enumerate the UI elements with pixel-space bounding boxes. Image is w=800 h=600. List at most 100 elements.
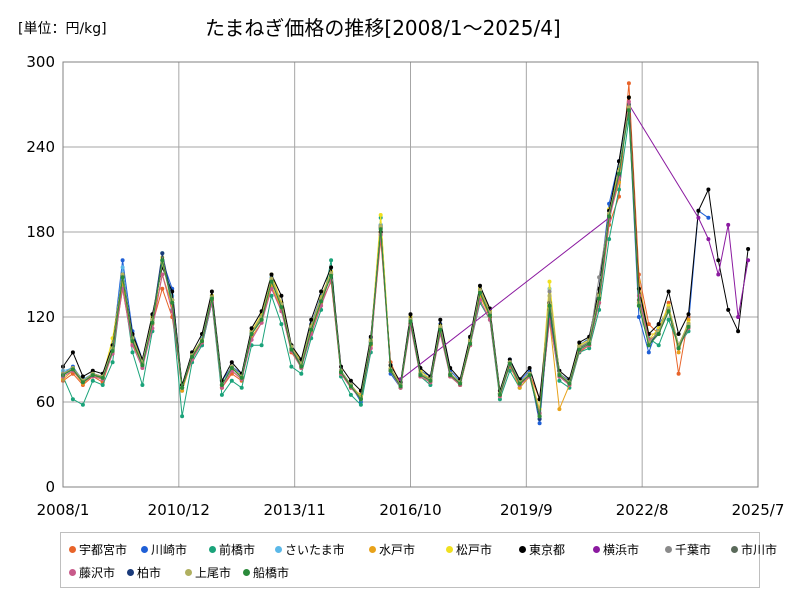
data-point: [269, 279, 274, 284]
legend-label: 柏市: [137, 566, 162, 580]
legend-item: 千葉市: [665, 541, 711, 558]
legend-marker: [209, 546, 216, 553]
data-point: [319, 299, 324, 304]
data-point: [269, 286, 274, 291]
data-point: [468, 341, 473, 346]
data-point: [398, 384, 403, 389]
legend-item: 川崎市: [141, 541, 187, 558]
data-point: [676, 350, 681, 355]
legend-label: 宇都宮市: [79, 543, 128, 557]
y-tick-label: 0: [45, 478, 55, 496]
line-chart: 0 60 120 180 240 300 2008/1 2010/12 2013/11 2016…: [26, 53, 785, 519]
data-point: [180, 385, 185, 390]
data-point: [666, 309, 671, 314]
data-point: [716, 272, 721, 277]
data-point: [378, 227, 383, 232]
series-line: [62, 118, 689, 417]
data-point: [239, 375, 244, 380]
data-point: [587, 346, 592, 351]
legend-item: 水戸市: [369, 541, 415, 558]
x-tick-label: 2019/9: [500, 501, 553, 519]
data-point: [279, 305, 284, 310]
series-9: [61, 105, 691, 416]
data-point: [438, 324, 443, 329]
legend-marker: [446, 546, 453, 553]
legend-label: 水戸市: [379, 543, 416, 557]
data-point: [259, 343, 264, 348]
data-point: [686, 322, 691, 327]
legend-item: 宇都宮市: [69, 541, 127, 558]
data-point: [478, 283, 482, 288]
data-point: [448, 373, 453, 378]
data-point: [686, 312, 691, 317]
data-point: [299, 364, 304, 369]
data-point: [626, 99, 631, 104]
series-line: [62, 107, 689, 417]
data-point: [289, 364, 294, 369]
data-point: [358, 402, 363, 407]
legend-marker: [69, 569, 76, 576]
data-point: [229, 366, 234, 370]
data-point: [547, 303, 552, 308]
data-point: [309, 327, 314, 332]
data-point: [497, 397, 502, 402]
data-point: [428, 378, 433, 383]
data-point: [80, 380, 85, 385]
legend-item: 船橋市: [243, 564, 289, 581]
data-point: [348, 378, 353, 383]
legend-item: 市川市: [731, 541, 777, 558]
legend-item: 横浜市: [593, 541, 639, 558]
data-point: [686, 317, 691, 322]
data-point: [329, 258, 334, 263]
data-point: [70, 350, 75, 355]
data-point: [170, 300, 175, 305]
data-point: [249, 332, 254, 336]
series-line: [62, 107, 689, 414]
data-point: [537, 414, 542, 419]
series-line: [62, 83, 689, 400]
data-point: [388, 368, 393, 373]
legend-label: 市川市: [741, 543, 778, 557]
data-point: [656, 322, 661, 327]
data-point: [577, 347, 582, 352]
data-point: [646, 343, 651, 348]
data-point: [140, 363, 145, 368]
legend-label: 松戸市: [456, 543, 493, 557]
data-point: [696, 208, 701, 213]
data-point: [458, 381, 463, 386]
series-line: [62, 101, 689, 414]
legend-marker: [185, 569, 192, 576]
data-point: [666, 300, 671, 305]
data-point: [646, 350, 651, 355]
data-point: [527, 373, 532, 378]
data-point: [219, 392, 224, 397]
data-point: [100, 375, 105, 380]
data-point: [418, 373, 423, 378]
data-point: [130, 339, 135, 344]
data-point: [497, 392, 502, 397]
legend-marker: [369, 546, 376, 553]
data-point: [617, 187, 621, 192]
legend-marker: [275, 546, 282, 553]
series-4: [61, 102, 691, 421]
legend-label: 東京都: [529, 543, 566, 557]
data-point: [666, 289, 671, 294]
data-point: [507, 361, 512, 366]
data-point: [487, 313, 492, 318]
data-point: [329, 273, 334, 278]
data-point: [219, 383, 224, 387]
data-point: [478, 290, 482, 295]
data-point: [666, 306, 671, 311]
y-tick-label: 60: [36, 393, 55, 411]
data-point: [557, 407, 562, 412]
series-2: [61, 109, 711, 426]
data-point: [696, 215, 701, 220]
data-point: [587, 341, 592, 346]
legend-item: さいたま市: [275, 541, 345, 558]
legend-marker: [127, 569, 134, 576]
data-point: [666, 303, 671, 308]
data-point: [567, 381, 572, 386]
data-point: [120, 258, 125, 263]
x-axis-ticks: 2008/1 2010/12 2013/11 2016/10 2019/9 2022/8 2…: [37, 501, 785, 519]
data-point: [160, 272, 165, 277]
